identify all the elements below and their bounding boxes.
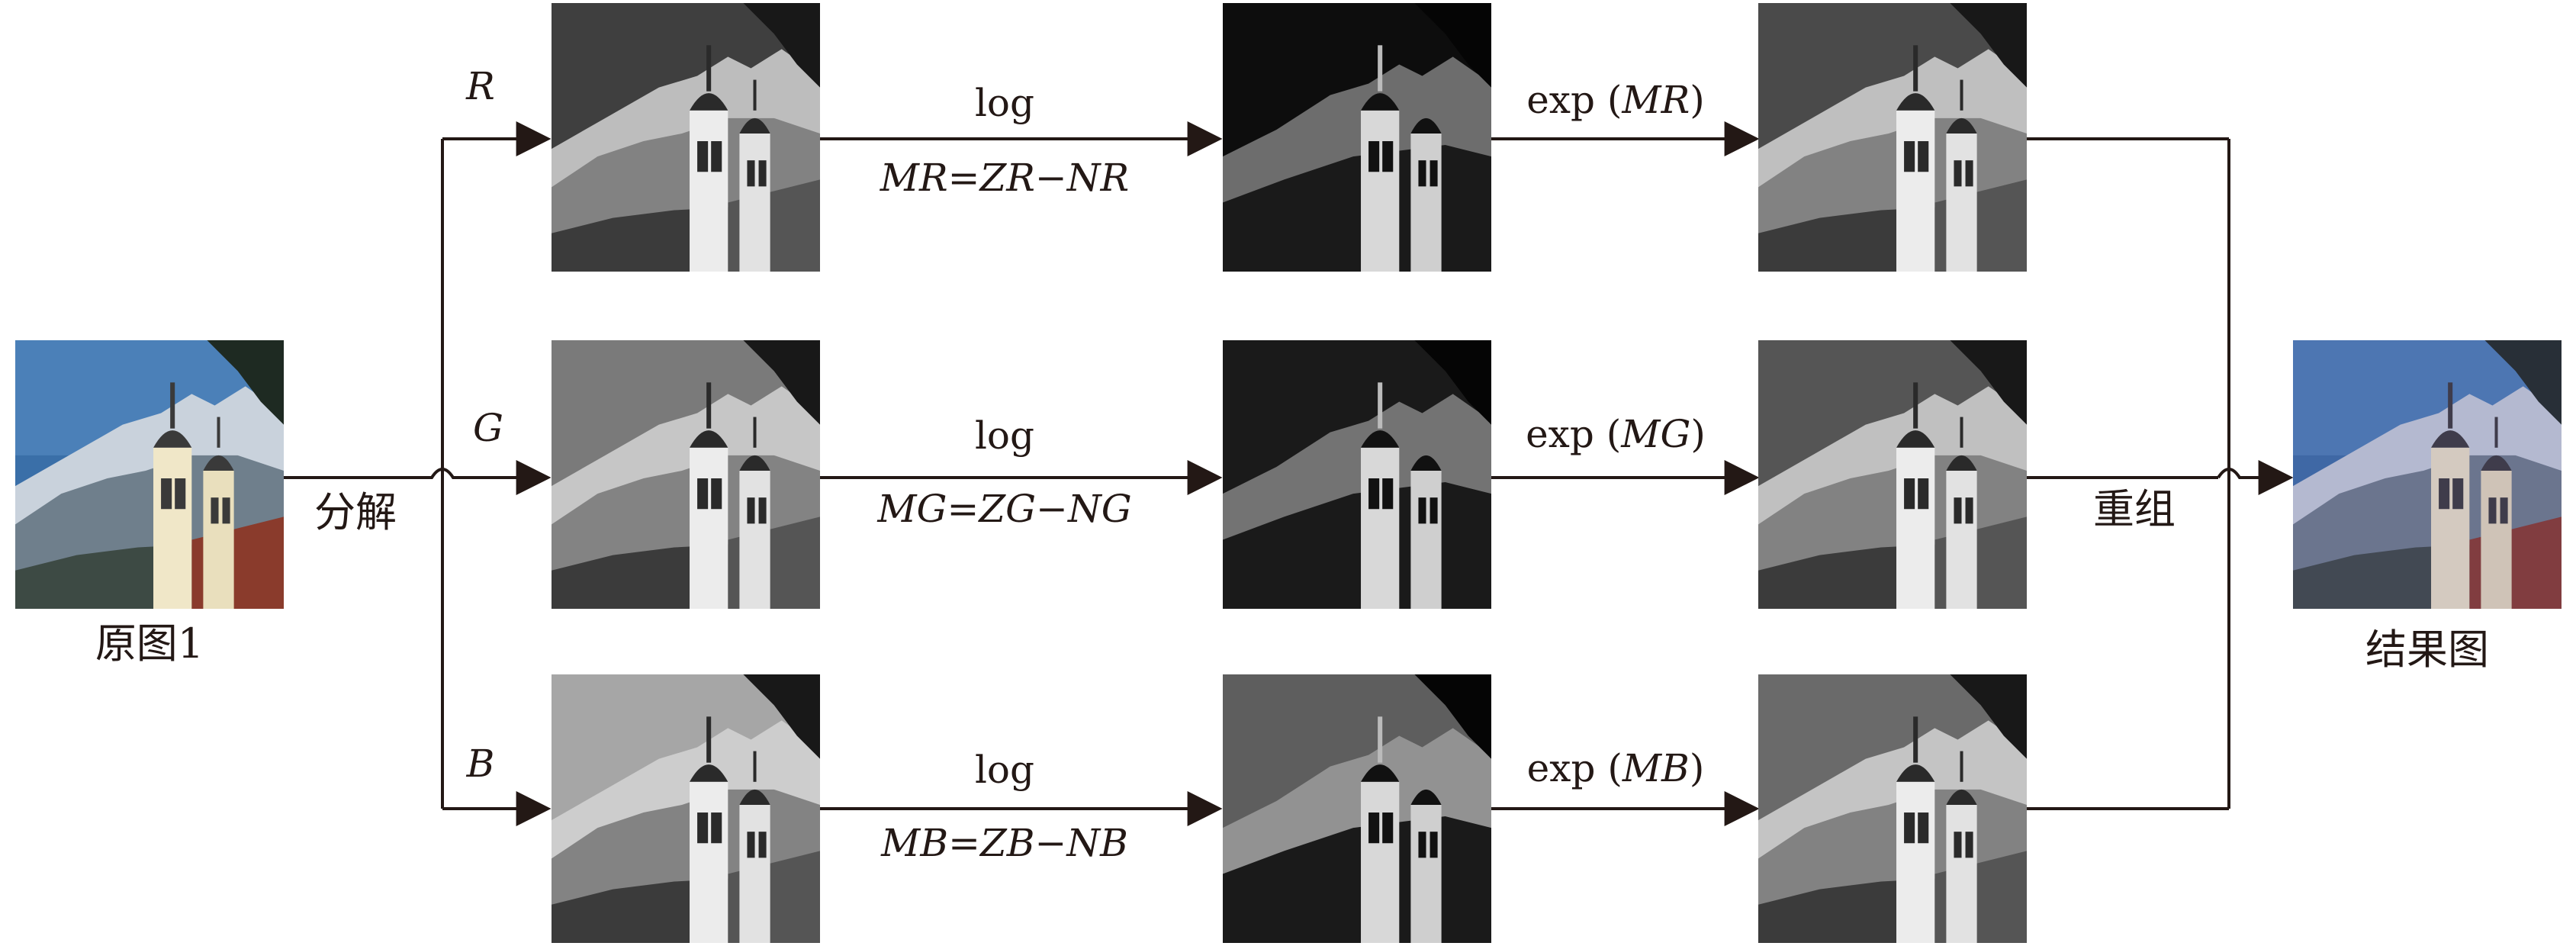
merge-label: 重组 [2093,485,2176,533]
exp-image-r [1758,3,2027,272]
result-image [2293,340,2562,609]
connector-lines [284,121,2294,826]
split-input-line [284,468,458,479]
log-label-r: log [975,81,1034,125]
exp-image-g [1758,340,2027,609]
formula-r: MR=ZR−NR [880,156,1129,200]
log-label-b: log [975,748,1034,792]
merge-output-line [2217,460,2294,495]
source-label: 原图1 [95,619,204,668]
channel-image-r [552,3,820,272]
exp-label-b: exp (MB) [1527,746,1705,790]
channel-name-r: R [465,64,495,108]
channel-name-g: G [473,406,503,450]
log-label-g: log [975,413,1034,458]
source-image [15,340,284,609]
log-image-g [1223,340,1491,609]
channel-name-b: B [466,742,495,786]
exp-label-g: exp (MG) [1526,412,1706,456]
channel-image-g [552,340,820,609]
formula-g: MG=ZG−NG [876,487,1131,531]
result-label: 结果图 [2365,626,2489,674]
log-image-r [1223,3,1491,272]
exp-label-r: exp (MR) [1526,78,1705,122]
split-label: 分解 [314,488,397,536]
formula-b: MB=ZB−NB [880,821,1128,865]
exp-image-b [1758,674,2027,943]
log-image-b [1223,674,1491,943]
channel-image-b [552,674,820,943]
